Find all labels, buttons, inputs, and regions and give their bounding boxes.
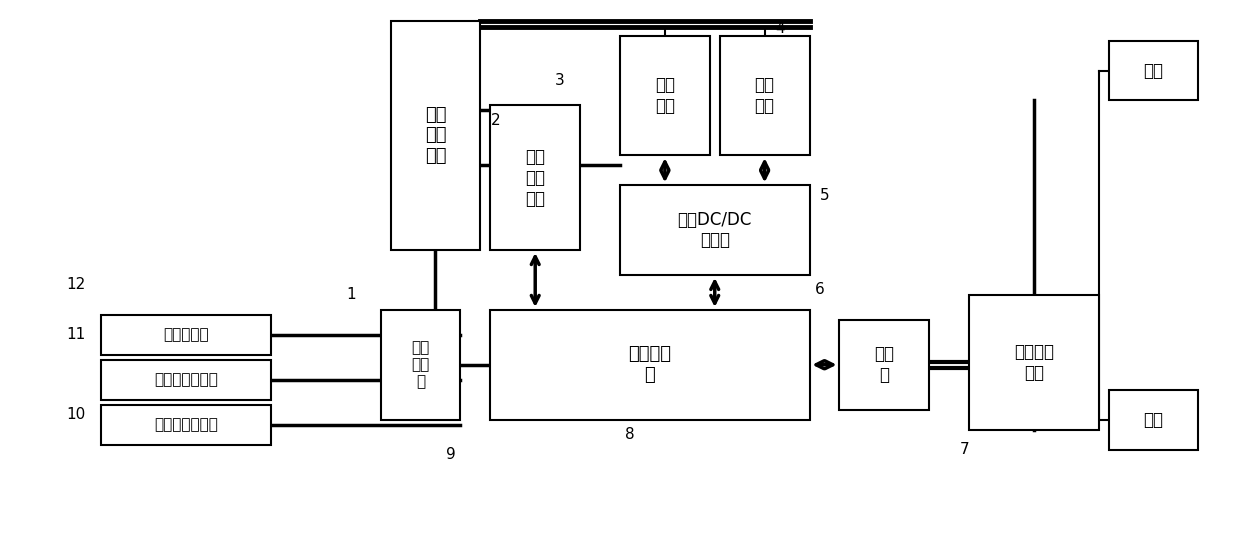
Text: 10: 10	[67, 407, 86, 422]
Bar	[490, 105, 580, 250]
Text: 驱动控制
器: 驱动控制 器	[629, 345, 671, 384]
Text: 超级
电容: 超级 电容	[655, 76, 675, 115]
Bar	[970, 295, 1099, 430]
Text: 4: 4	[775, 21, 785, 36]
Text: 8: 8	[625, 427, 635, 442]
Bar	[620, 35, 709, 155]
Bar	[490, 310, 810, 419]
Text: 车轮: 车轮	[1143, 411, 1163, 429]
Bar	[102, 360, 270, 400]
Text: 燃料
电池: 燃料 电池	[755, 76, 775, 115]
Text: 电动
机: 电动 机	[874, 345, 894, 384]
Text: 11: 11	[67, 328, 86, 342]
Text: 制动踏板传感器: 制动踏板传感器	[154, 417, 218, 432]
Bar	[620, 185, 810, 275]
Bar	[1109, 390, 1199, 449]
Bar	[719, 35, 810, 155]
Text: 3: 3	[556, 73, 565, 88]
Bar	[839, 320, 929, 410]
Text: 车轮: 车轮	[1143, 62, 1163, 79]
Text: 7: 7	[960, 442, 968, 457]
Bar	[1109, 41, 1199, 100]
Text: 油门踏板传感器: 油门踏板传感器	[154, 372, 218, 387]
Text: 5: 5	[820, 188, 830, 202]
Text: 电池
管理
系统: 电池 管理 系统	[425, 106, 446, 165]
Bar	[102, 405, 270, 445]
Text: 弹性
储能
装置: 弹性 储能 装置	[526, 148, 546, 207]
Text: 1: 1	[346, 287, 356, 302]
Text: 2: 2	[491, 113, 500, 128]
Text: 9: 9	[445, 447, 455, 462]
Text: 车速传感器: 车速传感器	[164, 328, 208, 342]
Text: 6: 6	[815, 282, 825, 297]
Text: 双向DC/DC
变换器: 双向DC/DC 变换器	[677, 211, 751, 250]
Bar	[381, 310, 460, 419]
Text: 机械传动
装置: 机械传动 装置	[1014, 343, 1054, 382]
Text: 12: 12	[67, 278, 86, 293]
Bar	[391, 20, 480, 250]
Bar	[102, 315, 270, 355]
Text: 整车
控制
器: 整车 控制 器	[412, 340, 429, 390]
